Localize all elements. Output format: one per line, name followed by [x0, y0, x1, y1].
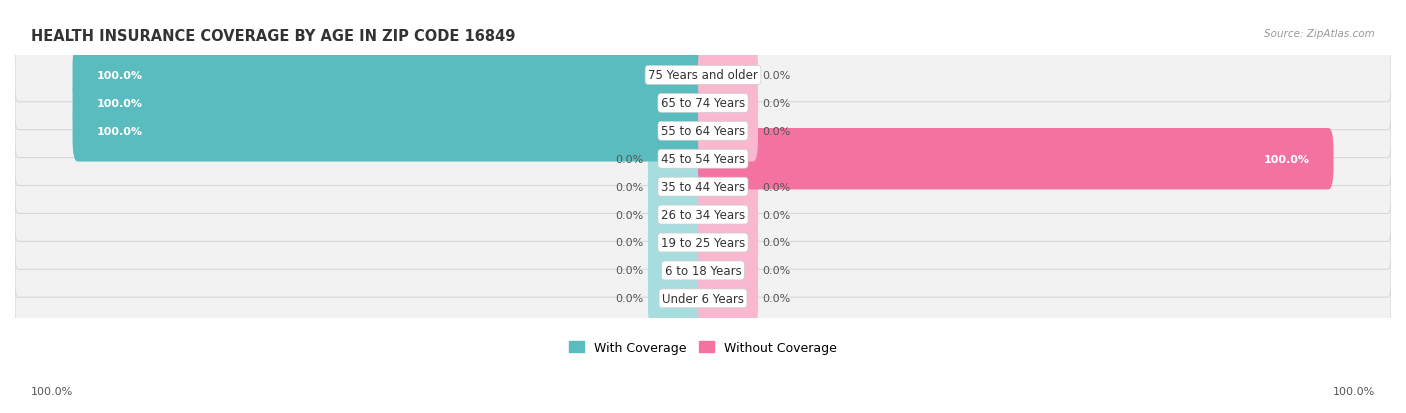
- FancyBboxPatch shape: [648, 157, 709, 218]
- FancyBboxPatch shape: [697, 212, 758, 273]
- Text: 0.0%: 0.0%: [616, 266, 644, 276]
- FancyBboxPatch shape: [15, 105, 1391, 158]
- FancyBboxPatch shape: [697, 268, 758, 329]
- Text: Under 6 Years: Under 6 Years: [662, 292, 744, 305]
- Text: 100.0%: 100.0%: [31, 387, 73, 396]
- FancyBboxPatch shape: [648, 129, 709, 190]
- Text: 100.0%: 100.0%: [1264, 154, 1310, 164]
- FancyBboxPatch shape: [73, 73, 709, 134]
- Text: HEALTH INSURANCE COVERAGE BY AGE IN ZIP CODE 16849: HEALTH INSURANCE COVERAGE BY AGE IN ZIP …: [31, 29, 516, 44]
- FancyBboxPatch shape: [15, 133, 1391, 186]
- FancyBboxPatch shape: [15, 49, 1391, 102]
- Text: 0.0%: 0.0%: [762, 238, 790, 248]
- Text: 19 to 25 Years: 19 to 25 Years: [661, 236, 745, 249]
- Text: 0.0%: 0.0%: [762, 126, 790, 136]
- Text: 45 to 54 Years: 45 to 54 Years: [661, 153, 745, 166]
- FancyBboxPatch shape: [73, 45, 709, 107]
- FancyBboxPatch shape: [15, 244, 1391, 297]
- Text: 65 to 74 Years: 65 to 74 Years: [661, 97, 745, 110]
- Text: 0.0%: 0.0%: [762, 71, 790, 81]
- FancyBboxPatch shape: [73, 101, 709, 162]
- FancyBboxPatch shape: [697, 73, 758, 134]
- Text: 0.0%: 0.0%: [616, 182, 644, 192]
- FancyBboxPatch shape: [648, 268, 709, 329]
- FancyBboxPatch shape: [697, 129, 1333, 190]
- FancyBboxPatch shape: [15, 188, 1391, 242]
- FancyBboxPatch shape: [15, 216, 1391, 270]
- FancyBboxPatch shape: [697, 240, 758, 301]
- Text: Source: ZipAtlas.com: Source: ZipAtlas.com: [1264, 29, 1375, 39]
- Text: 0.0%: 0.0%: [762, 266, 790, 276]
- Text: 0.0%: 0.0%: [616, 238, 644, 248]
- FancyBboxPatch shape: [648, 212, 709, 273]
- Text: 0.0%: 0.0%: [616, 154, 644, 164]
- Text: 26 to 34 Years: 26 to 34 Years: [661, 209, 745, 221]
- FancyBboxPatch shape: [697, 45, 758, 107]
- Text: 0.0%: 0.0%: [616, 294, 644, 304]
- FancyBboxPatch shape: [648, 240, 709, 301]
- FancyBboxPatch shape: [697, 101, 758, 162]
- Text: 0.0%: 0.0%: [616, 210, 644, 220]
- FancyBboxPatch shape: [15, 160, 1391, 214]
- Text: 100.0%: 100.0%: [96, 99, 142, 109]
- Text: 0.0%: 0.0%: [762, 99, 790, 109]
- FancyBboxPatch shape: [697, 157, 758, 218]
- Text: 0.0%: 0.0%: [762, 210, 790, 220]
- Text: 100.0%: 100.0%: [96, 71, 142, 81]
- Text: 75 Years and older: 75 Years and older: [648, 69, 758, 82]
- Text: 6 to 18 Years: 6 to 18 Years: [665, 264, 741, 277]
- Text: 100.0%: 100.0%: [96, 126, 142, 136]
- Text: 35 to 44 Years: 35 to 44 Years: [661, 181, 745, 194]
- FancyBboxPatch shape: [648, 185, 709, 246]
- Legend: With Coverage, Without Coverage: With Coverage, Without Coverage: [564, 336, 842, 359]
- Text: 100.0%: 100.0%: [1333, 387, 1375, 396]
- Text: 0.0%: 0.0%: [762, 182, 790, 192]
- Text: 0.0%: 0.0%: [762, 294, 790, 304]
- Text: 55 to 64 Years: 55 to 64 Years: [661, 125, 745, 138]
- FancyBboxPatch shape: [15, 272, 1391, 325]
- FancyBboxPatch shape: [697, 185, 758, 246]
- FancyBboxPatch shape: [15, 77, 1391, 131]
